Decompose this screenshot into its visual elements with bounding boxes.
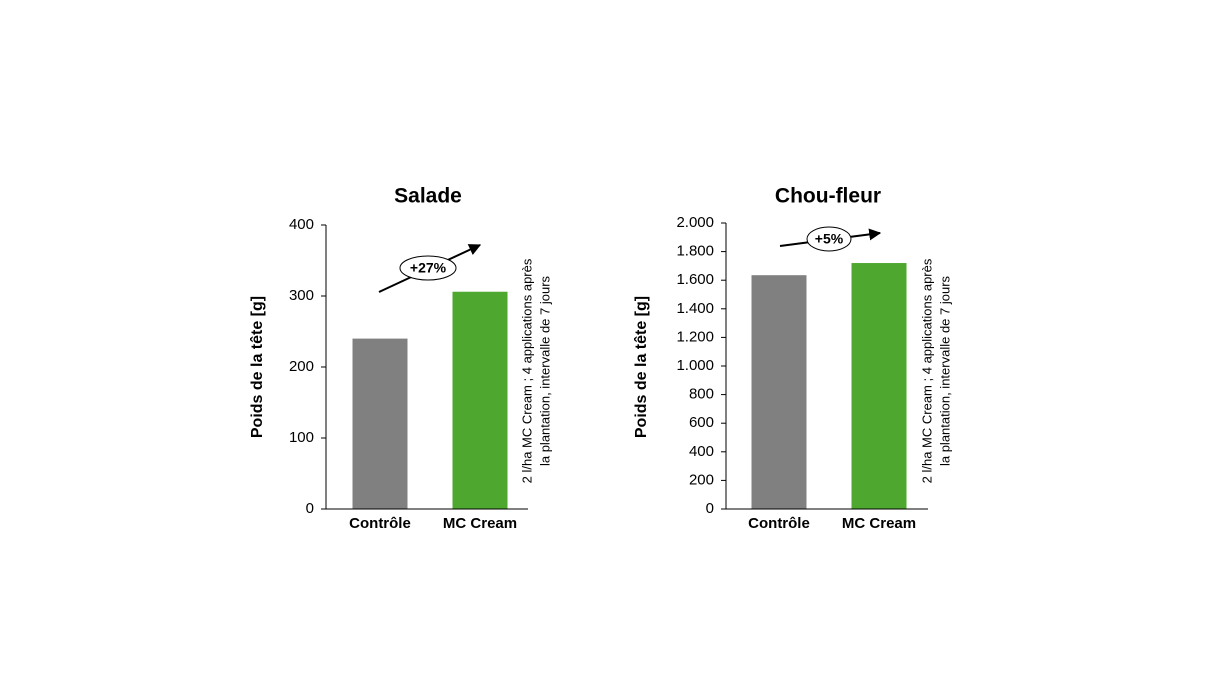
annotation-bubble — [399, 255, 457, 281]
y-tick-label: 1.000 — [676, 357, 714, 374]
y-tick-label: 400 — [289, 216, 314, 233]
x-tick-label: Contrôle — [748, 515, 810, 532]
y-tick-label: 200 — [689, 471, 714, 488]
y-tick-label: 300 — [289, 287, 314, 304]
side-note: la plantation, intervalle de 7 jours — [537, 275, 552, 466]
bar — [352, 338, 408, 509]
y-tick-label: 0 — [306, 500, 314, 517]
x-tick-label: MC Cream — [443, 515, 517, 532]
y-tick-label: 1.400 — [676, 300, 714, 317]
chart-title: Chou-fleur — [775, 185, 881, 208]
side-note: la plantation, intervalle de 7 jours — [937, 275, 952, 466]
annotation: +5% — [815, 231, 844, 247]
y-tick-label: 200 — [289, 358, 314, 375]
annotation-bubble — [806, 226, 852, 252]
y-tick-label: 800 — [689, 386, 714, 403]
y-tick-label: 400 — [689, 443, 714, 460]
y-tick-label: 600 — [689, 414, 714, 431]
bar — [751, 275, 807, 509]
y-tick-label: 1.600 — [676, 271, 714, 288]
chart-title: Salade — [394, 185, 462, 208]
y-tick-label: 0 — [706, 500, 714, 517]
y-axis-label: Poids de la tête [g] — [633, 296, 650, 438]
y-axis-label: Poids de la tête [g] — [249, 296, 266, 438]
y-tick-label: 100 — [289, 429, 314, 446]
annotation: +27% — [410, 260, 447, 276]
y-tick-label: 1.800 — [676, 243, 714, 260]
y-tick-label: 1.200 — [676, 328, 714, 345]
bar — [452, 291, 508, 509]
side-note: 2 l/ha MC Cream ; 4 applications après — [519, 258, 534, 483]
y-tick-label: 2.000 — [676, 214, 714, 231]
x-tick-label: MC Cream — [842, 515, 916, 532]
side-note: 2 l/ha MC Cream ; 4 applications après — [919, 258, 934, 483]
x-tick-label: Contrôle — [349, 515, 411, 532]
bar — [851, 263, 907, 509]
